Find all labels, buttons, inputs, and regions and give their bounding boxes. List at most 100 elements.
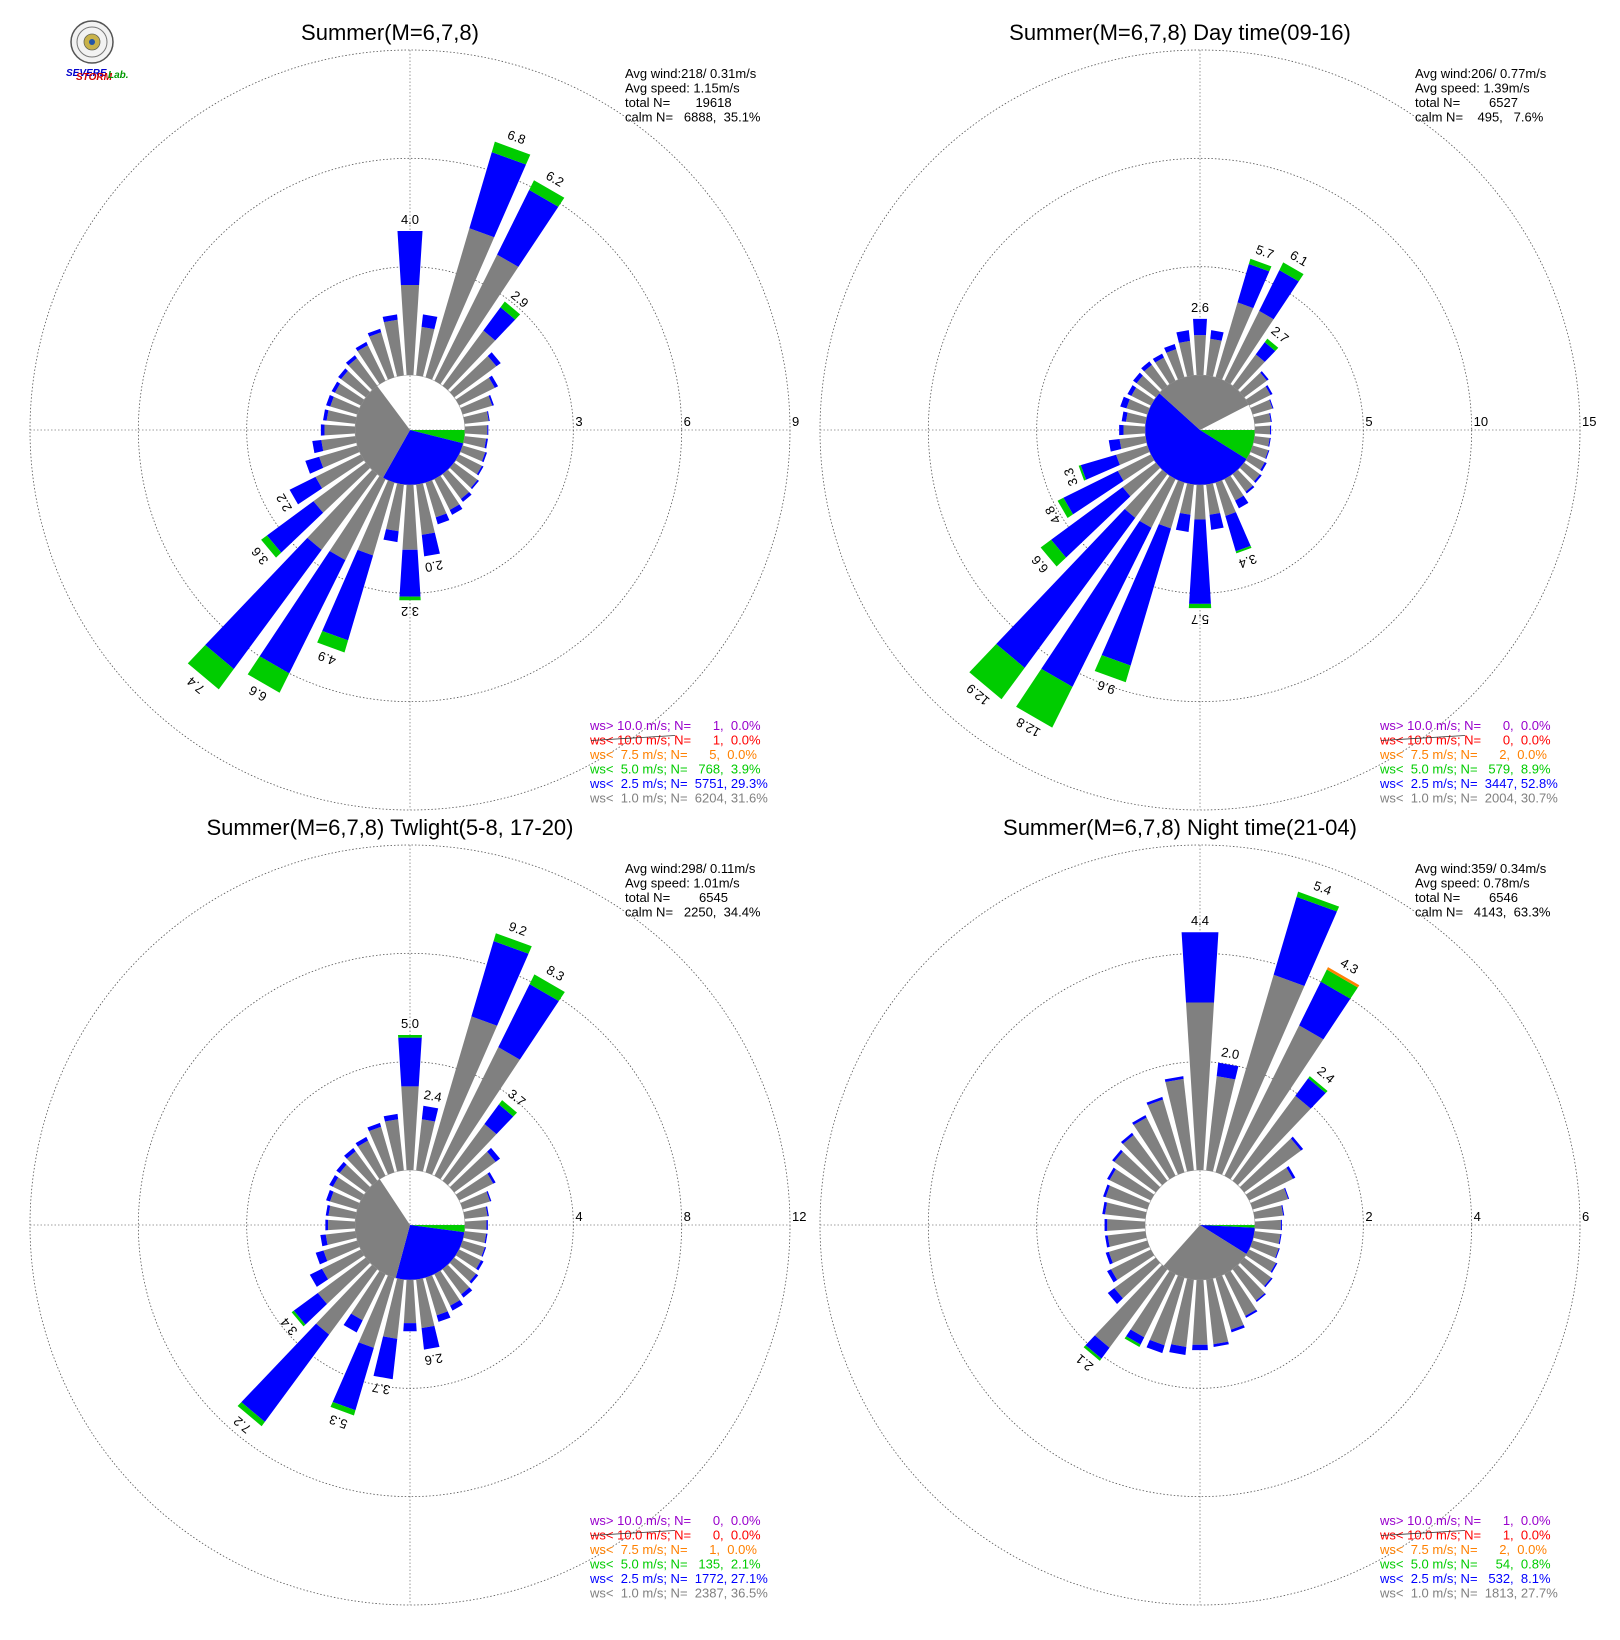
petal-segment <box>332 1177 365 1201</box>
petal-value-label: 7.4 <box>184 674 207 697</box>
petal-segment <box>320 424 325 436</box>
petal-segment <box>1275 1248 1280 1259</box>
petal-segment <box>1124 1336 1141 1348</box>
petal-segment <box>309 1268 329 1287</box>
ring-tick-label: 3 <box>575 414 582 429</box>
petal-segment <box>434 1047 520 1180</box>
stats-line: total N= 6546 <box>1415 890 1518 905</box>
petal-segment <box>1146 1339 1165 1354</box>
petal-segment <box>1245 454 1265 471</box>
petal-segment <box>399 596 421 601</box>
petal-segment <box>1078 465 1087 481</box>
petal-segment <box>481 1247 487 1257</box>
petal-segment <box>449 355 497 398</box>
petal-segment <box>205 537 322 670</box>
petal-segment <box>1206 483 1221 515</box>
petal-value-label: 9.6 <box>1095 677 1117 697</box>
petal-segment <box>1245 485 1255 494</box>
petal-segment <box>455 454 482 475</box>
logo-word-lab: Lab. <box>108 70 129 81</box>
petal-segment <box>1175 512 1191 533</box>
petal-segment <box>369 332 395 380</box>
legend-entry: ws> 10.0 m/s; N= 1, 0.0% <box>1379 1513 1551 1528</box>
petal-segment <box>1133 372 1143 384</box>
petal-segment <box>1176 330 1191 343</box>
petal-segment <box>469 1273 479 1284</box>
petal-segment <box>498 984 559 1060</box>
petal-value-label: 5.7 <box>1191 612 1209 627</box>
petal-segment <box>1269 399 1274 409</box>
petal-segment <box>348 358 378 391</box>
petal-segment <box>1101 524 1172 666</box>
petal-segment <box>442 1264 470 1295</box>
petal-segment <box>1254 1219 1281 1231</box>
petal-segment <box>1119 424 1124 436</box>
petal-segment <box>1164 343 1177 353</box>
petal-value-label: 6.1 <box>1288 247 1311 269</box>
petal-value-label: 3.3 <box>1061 466 1081 488</box>
ring-tick-label: 5 <box>1365 414 1372 429</box>
petal-segment <box>1245 1309 1258 1318</box>
petal-segment <box>383 319 404 377</box>
petal-segment <box>1213 1341 1229 1347</box>
petal-segment <box>317 1257 371 1305</box>
petal-segment <box>1107 1231 1147 1247</box>
petal-value-label: 2.0 <box>1220 1044 1240 1062</box>
petal-segment <box>317 630 349 653</box>
grid-ring <box>29 49 791 811</box>
petal-segment <box>357 1140 386 1180</box>
petal-segment <box>1215 302 1254 380</box>
petal-segment <box>1189 519 1211 604</box>
logo-word-severe: SEVERE <box>66 68 107 79</box>
petal-segment <box>326 1189 334 1202</box>
petal-segment <box>355 1136 369 1147</box>
petal-segment <box>1254 425 1271 435</box>
petal-segment <box>329 1191 360 1210</box>
petal-segment <box>1225 512 1251 552</box>
petal-segment <box>351 1270 386 1321</box>
petal-segment <box>434 475 460 510</box>
petal-segment <box>498 1100 518 1117</box>
petal-segment <box>1253 413 1271 424</box>
petal-segment <box>1290 1136 1304 1151</box>
petal-segment <box>1104 1218 1108 1232</box>
petal-segment <box>382 314 398 323</box>
ring-tick-label: 2 <box>1365 1209 1372 1224</box>
petal-segment <box>357 480 395 556</box>
petal-segment <box>324 424 356 436</box>
calm-pie-slice <box>1200 1225 1255 1228</box>
petal-segment <box>1149 1275 1185 1346</box>
petal-segment <box>1155 357 1176 385</box>
petal-segment <box>1210 330 1224 341</box>
petal-segment <box>463 436 487 449</box>
petal-segment <box>450 1300 463 1311</box>
petal-segment <box>1253 474 1262 483</box>
petal-segment <box>471 941 529 1026</box>
grid-ring <box>819 49 1581 811</box>
stats-line: calm N= 6888, 35.1% <box>625 110 761 125</box>
petal-segment <box>1102 1201 1108 1215</box>
petal-segment <box>289 476 323 505</box>
petal-segment <box>1230 1325 1245 1333</box>
petal-segment <box>491 141 531 165</box>
petal-segment <box>425 1275 448 1316</box>
petal-segment <box>1268 437 1271 447</box>
ring-tick-label: 15 <box>1582 414 1596 429</box>
petal-segment <box>486 411 490 422</box>
ring-tick-label: 6 <box>1582 1209 1589 1224</box>
petal-value-label: 4.4 <box>1191 913 1209 928</box>
petal-segment <box>1245 1249 1276 1272</box>
petal-segment <box>1299 981 1351 1040</box>
petal-segment <box>483 307 516 341</box>
stats-line: total N= 6545 <box>625 890 728 905</box>
legend-entry: ws< 5.0 m/s; N= 579, 8.9% <box>1379 762 1551 777</box>
petal-segment <box>1253 1231 1281 1245</box>
petal-segment <box>1232 469 1253 492</box>
ring-tick-label: 12 <box>792 1209 806 1224</box>
petal-segment <box>1235 545 1252 554</box>
grid-ring <box>246 1061 574 1389</box>
petal-segment <box>1126 1329 1145 1345</box>
petal-segment <box>1265 450 1270 459</box>
petal-segment <box>1103 1184 1110 1198</box>
